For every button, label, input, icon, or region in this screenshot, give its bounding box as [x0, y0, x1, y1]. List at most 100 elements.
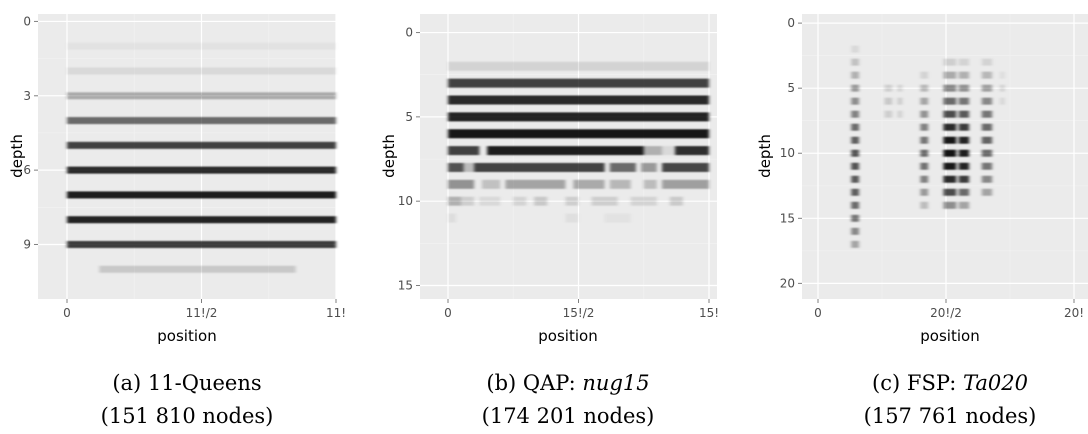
depth-cell [958, 58, 970, 66]
depth-band [643, 146, 663, 156]
panel-b-y-ticks: 0 5 10 15 [398, 26, 420, 293]
depth-band [565, 213, 579, 223]
depth-cell [943, 123, 957, 131]
panel-a-x-axis-title: position [157, 327, 216, 345]
depth-cell [920, 201, 929, 209]
depth-cell [981, 188, 993, 196]
depth-band [67, 92, 336, 100]
depth-cell [920, 71, 929, 79]
depth-cell [943, 71, 957, 79]
y-tick-label: 5 [787, 81, 795, 95]
depth-band [479, 196, 501, 206]
x-tick-label: 0 [814, 306, 822, 320]
depth-cell [958, 97, 970, 105]
panel-c-caption-line2: (157 761 nodes) [864, 404, 1037, 428]
depth-cell [943, 162, 957, 170]
x-tick-label: 0 [63, 306, 71, 320]
depth-cell [958, 162, 970, 170]
depth-band [99, 265, 296, 273]
depth-cell [851, 175, 859, 183]
depth-band [513, 196, 527, 206]
depth-cell [981, 123, 993, 131]
panel-c-caption-line1: (c) FSP: Ta020 [872, 371, 1028, 395]
depth-band [448, 146, 480, 156]
depth-band [534, 196, 548, 206]
depth-cell [920, 188, 929, 196]
depth-band [662, 146, 676, 156]
panel-c-y-axis-title: depth [756, 134, 774, 178]
panel-a-marks [67, 42, 336, 273]
panel-a-x-ticks: 0 11!/2 11! [63, 299, 346, 320]
panel-a-caption-line2: (151 810 nodes) [101, 404, 274, 428]
depth-band [448, 112, 709, 122]
depth-cell [981, 110, 993, 118]
depth-cell [851, 110, 859, 118]
depth-cell [943, 175, 957, 183]
depth-band [604, 213, 631, 223]
depth-band [609, 179, 631, 189]
x-tick-label: 20!/2 [930, 306, 962, 320]
depth-cell [943, 136, 957, 144]
x-tick-label: 20! [1064, 306, 1084, 320]
depth-band [675, 146, 709, 156]
depth-cell [958, 123, 970, 131]
y-tick-label: 0 [405, 26, 413, 40]
depth-cell [981, 162, 993, 170]
panel-c-y-ticks: 0 5 10 15 20 [780, 16, 802, 290]
depth-band [448, 61, 709, 71]
panel-b: 0 5 10 15 0 15!/2 15! depth position (b) QAP:… [380, 14, 719, 428]
depth-band [641, 162, 657, 172]
depth-cell [958, 201, 970, 209]
depth-band [609, 162, 636, 172]
panel-b-caption-line2: (174 201 nodes) [482, 404, 655, 428]
depth-band [662, 162, 709, 172]
depth-band [67, 117, 336, 125]
depth-band [67, 141, 336, 149]
panel-a-y-ticks: 0 3 6 9 [23, 14, 38, 251]
depth-cell [981, 97, 993, 105]
depth-band [461, 196, 475, 206]
depth-cell [851, 45, 859, 53]
depth-band [448, 95, 709, 105]
panel-c-x-axis-title: position [920, 327, 979, 345]
panel-a-background [38, 14, 336, 299]
y-tick-label: 9 [23, 237, 31, 251]
depth-cell [943, 149, 957, 157]
depth-band [630, 196, 657, 206]
depth-cell [851, 227, 859, 235]
depth-cell [981, 84, 993, 92]
depth-band [481, 179, 501, 189]
y-tick-label: 5 [405, 110, 413, 124]
x-tick-label: 15! [699, 306, 719, 320]
depth-cell [943, 110, 957, 118]
depth-cell [981, 71, 993, 79]
depth-cell [958, 175, 970, 183]
depth-band [669, 196, 683, 206]
depth-cell [851, 58, 859, 66]
depth-cell [884, 97, 893, 105]
y-tick-label: 15 [398, 279, 413, 293]
panel-a-caption-line1: (a) 11-Queens [112, 371, 261, 395]
depth-cell [884, 110, 893, 118]
y-tick-label: 3 [23, 89, 31, 103]
depth-band [487, 146, 644, 156]
y-tick-label: 20 [780, 276, 795, 290]
depth-cell [920, 136, 929, 144]
panel-c-x-ticks: 0 20!/2 20! [814, 299, 1084, 320]
depth-cell [999, 97, 1005, 105]
depth-cell [958, 71, 970, 79]
depth-band [643, 179, 657, 189]
depth-band [67, 191, 336, 199]
depth-cell [851, 71, 859, 79]
depth-cell [999, 84, 1005, 92]
depth-cell [958, 136, 970, 144]
panel-b-x-axis-title: position [538, 327, 597, 345]
depth-cell [897, 110, 903, 118]
depth-cell [851, 149, 859, 157]
depth-band [448, 196, 462, 206]
depth-cell [920, 123, 929, 131]
depth-cell [958, 188, 970, 196]
depth-cell [920, 97, 929, 105]
depth-cell [981, 58, 993, 66]
